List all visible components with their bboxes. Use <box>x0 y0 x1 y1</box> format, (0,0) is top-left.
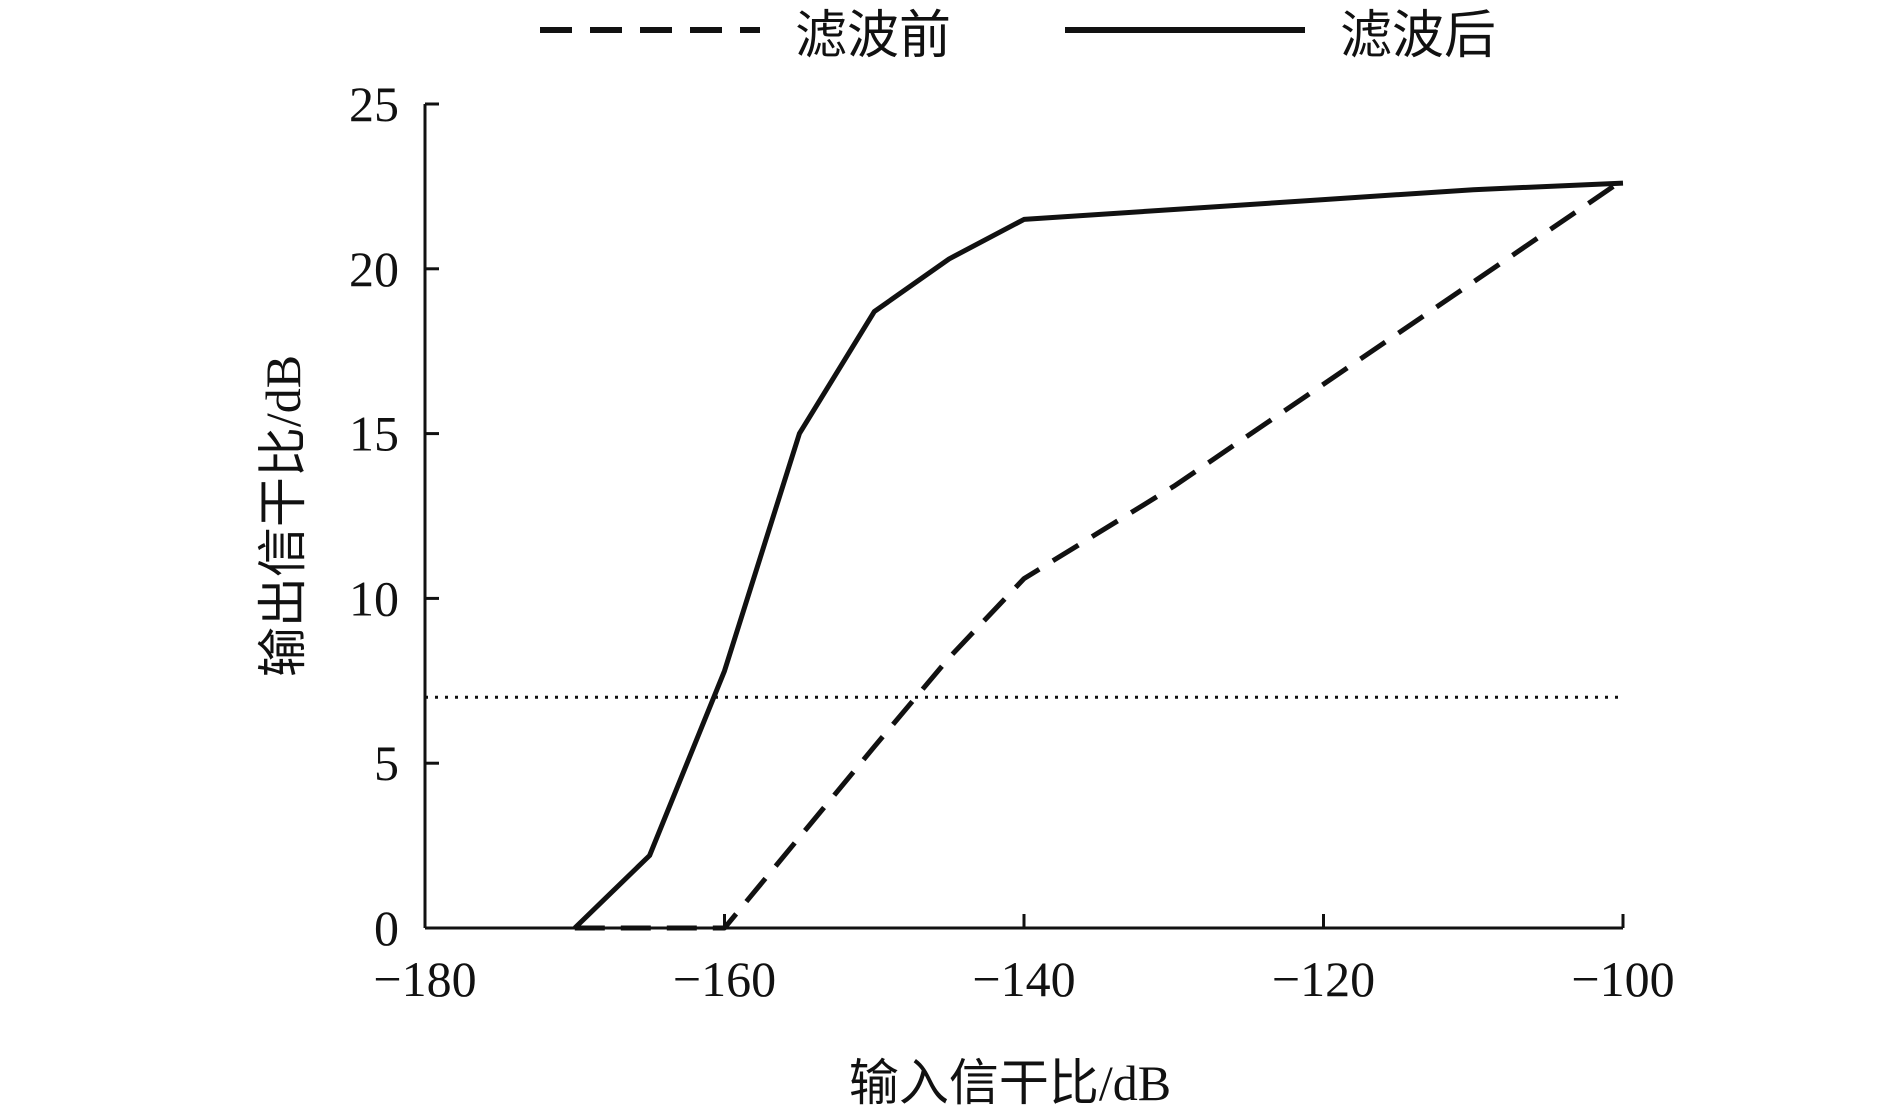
x-tick-label: −100 <box>1571 951 1674 1007</box>
legend: 滤波前 滤波后 <box>540 8 1496 65</box>
legend-label-before: 滤波前 <box>795 8 951 65</box>
series-line-before <box>574 177 1625 931</box>
y-tick-label: 0 <box>374 900 399 956</box>
x-ticks: −180 −160 −140 −120 −100 <box>373 914 1675 1007</box>
axes <box>423 104 1623 930</box>
legend-label-after: 滤波后 <box>1340 8 1496 65</box>
y-tick-label: 5 <box>374 735 399 791</box>
x-tick-label: −140 <box>972 951 1075 1007</box>
y-tick-label: 10 <box>349 570 399 626</box>
x-tick-label: −160 <box>673 951 776 1007</box>
x-axis-title: 输入信干比/dB <box>849 1055 1171 1111</box>
y-tick-label: 15 <box>349 406 399 462</box>
series-line-after <box>573 180 1624 930</box>
y-axis-title: 输出信干比/dB <box>255 355 311 677</box>
y-ticks: 0 5 10 15 20 25 <box>349 76 439 956</box>
y-tick-label: 25 <box>349 76 399 132</box>
series-layer <box>573 177 1625 931</box>
x-tick-label: −180 <box>373 951 476 1007</box>
x-tick-label: −120 <box>1272 951 1375 1007</box>
y-tick-label: 20 <box>349 241 399 297</box>
